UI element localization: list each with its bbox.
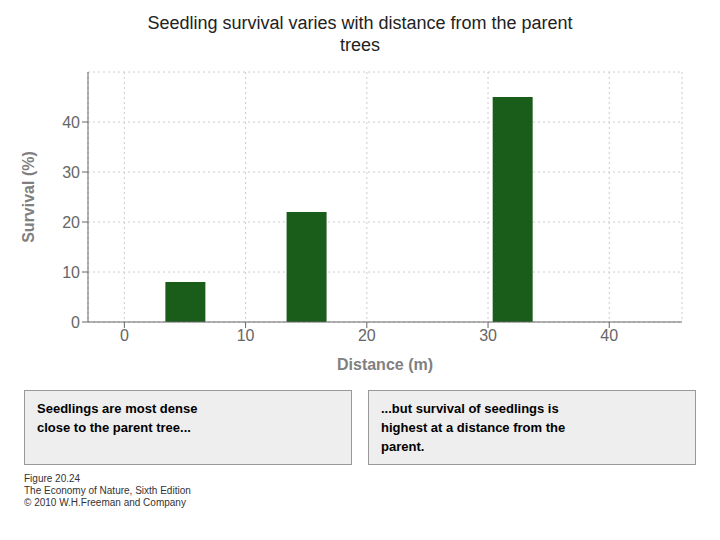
svg-text:Survival (%): Survival (%) (20, 151, 37, 243)
html-text:Seedling survival varies with: Seedling survival varies with distance f… (147, 13, 573, 55)
svg-text:10: 10 (237, 327, 255, 344)
svg-text:30: 30 (62, 164, 80, 181)
html-text:Figure 20.24 The Economy of Na: Figure 20.24 The Economy of Nature, Sixt… (24, 473, 191, 508)
svg-text:40: 40 (600, 327, 618, 344)
svg-text:20: 20 (62, 214, 80, 231)
svg-text:Distance (m): Distance (m) (337, 356, 433, 373)
svg-text:0: 0 (120, 327, 129, 344)
svg-text:10: 10 (62, 264, 80, 281)
html-text:Seedlings are most dense close: Seedlings are most dense close to the pa… (37, 401, 198, 435)
svg-text:30: 30 (479, 327, 497, 344)
svg-text:0: 0 (71, 314, 80, 331)
html-text:...but survival of seedlings i: ...but survival of seedlings is highest … (381, 401, 566, 454)
svg-text:20: 20 (358, 327, 376, 344)
svg-text:40: 40 (62, 114, 80, 131)
